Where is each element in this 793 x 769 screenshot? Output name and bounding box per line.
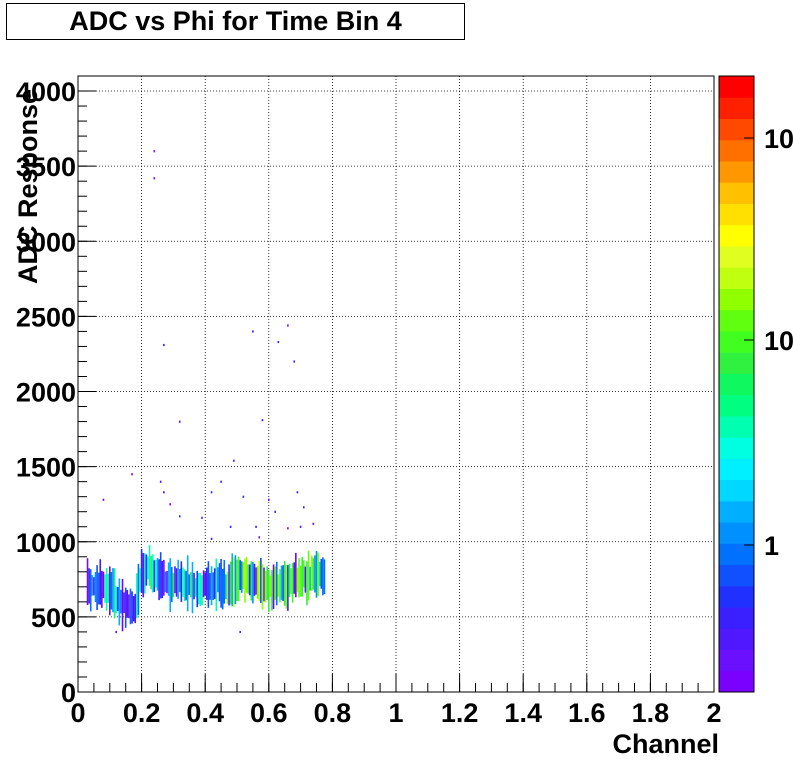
palette-cell [719,76,754,98]
outlier-point [277,340,280,344]
outlier-point [153,177,156,180]
outlier-point [239,630,241,634]
palette-cell [719,330,754,353]
outlier-point [299,525,302,528]
y-tick-label: 1000 [16,528,76,558]
palette-cell [719,394,754,417]
outlier-point [296,491,299,494]
palette-cell [719,585,754,608]
outlier-point [153,150,156,153]
palette-cell [719,628,754,651]
x-tick-label: 1.6 [568,698,606,728]
palette-label: 10 [764,124,793,154]
palette-cell [719,309,754,332]
x-tick-label: 0.2 [123,698,161,728]
palette-cell [719,458,754,481]
x-tick-label: 1.4 [504,698,542,728]
outlier-point [169,503,172,506]
x-tick-label: 1 [388,698,403,728]
x-tick-label: 1.8 [632,698,670,728]
palette-cell [719,245,754,268]
palette-cell [719,437,754,459]
palette-cell [719,607,754,629]
palette-cell [719,182,754,204]
y-tick-label: 2000 [16,378,76,408]
outlier-point [229,525,232,528]
y-axis-title: ADC Response [13,89,43,284]
chart-title: ADC vs Phi for Time Bin 4 [69,6,402,36]
outlier-point [178,420,181,423]
outlier-point [258,536,261,539]
outlier-point [115,630,117,634]
outlier-point [220,480,222,483]
outlier-point [268,498,270,501]
palette-cell [719,479,754,502]
x-tick-label: 0.8 [314,698,352,728]
x-tick-label: 0.4 [186,698,224,728]
palette-cell [719,670,754,693]
outlier-point [302,506,305,509]
outlier-point [274,510,276,513]
palette-label: 1 [764,531,779,561]
outlier-point [261,419,264,422]
plot-frame [77,75,715,693]
palette-cell [719,373,754,396]
outlier-point [159,480,162,483]
color-palette: 1 10 10 [718,75,793,693]
x-tick-label: 0 [70,698,85,728]
y-tick-label: 2500 [16,302,76,332]
outlier-point [210,537,213,540]
data-marks [86,150,326,634]
palette-cell [719,97,754,119]
outlier-point [252,330,254,333]
outlier-point [312,522,315,525]
palette-cell [719,352,754,374]
y-tick-label: 0 [61,678,76,708]
outlier-point [102,498,105,501]
outlier-point [287,324,289,327]
x-tick-label: 0.6 [250,698,288,728]
outlier-point [233,459,235,462]
outlier-point [287,527,289,530]
outlier-point [178,515,181,518]
y-tick-label: 4000 [16,77,76,107]
y-tick-label: 3500 [16,152,76,182]
outlier-point [293,360,296,363]
x-tick-label: 2 [706,698,721,728]
x-axis-title: Channel [612,729,719,759]
palette-cell [719,267,754,289]
palette-cell [719,224,754,247]
palette-cell [719,139,754,162]
palette-cell [719,203,754,226]
outlier-point [163,491,165,494]
outlier-point [131,473,133,476]
y-tick-label: 1500 [16,453,76,483]
outlier-point [201,516,203,519]
palette-cell [719,500,754,523]
outlier-point [163,343,165,347]
title-box: ADC vs Phi for Time Bin 4 [6,3,465,40]
palette-cell [719,118,754,141]
y-tick-label: 3000 [16,227,76,257]
palette-cell [719,564,754,587]
palette-cell [719,522,754,544]
outlier-point [255,525,257,528]
palette-cell [719,288,754,311]
palette-label: 10 [764,326,793,356]
palette-cell [719,649,754,672]
outlier-point [210,491,213,494]
axes: 0 0.2 0.4 0.6 0.8 1 1.2 1.4 1.6 1.8 2 0 500 1000 1500 2… [16,75,722,728]
palette-cell [719,543,754,566]
outlier-point [242,495,245,498]
palette-frame [718,75,755,693]
x-tick-label: 1.2 [441,698,479,728]
y-tick-label: 500 [31,603,76,633]
palette-cell [719,160,754,183]
palette-cell [719,415,754,438]
